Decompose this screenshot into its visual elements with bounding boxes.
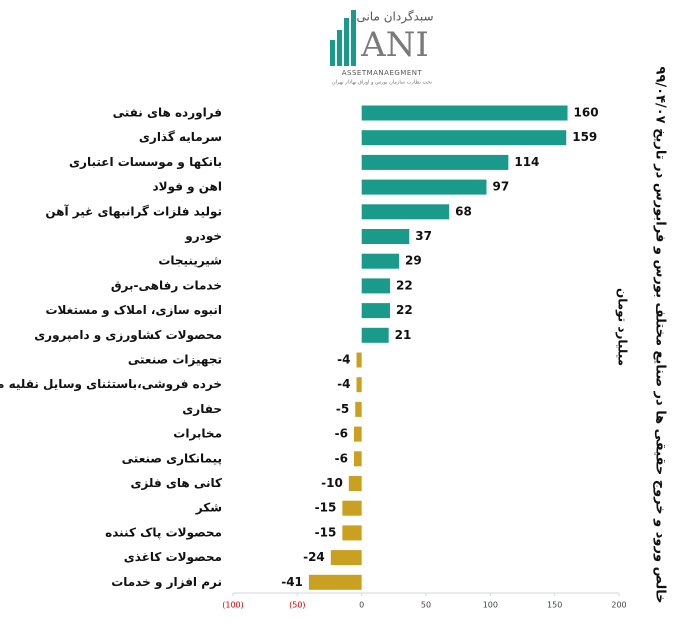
- category-label: سرمایه گذاری: [139, 130, 222, 144]
- y-axis-label: میلیارد تومان: [615, 288, 630, 366]
- category-label: شیرینیجات: [158, 254, 222, 268]
- x-tick-label: 100: [483, 601, 498, 610]
- bar: [361, 130, 567, 146]
- bar: [361, 327, 389, 343]
- category-label: محصولات کاغذی: [124, 550, 222, 565]
- logo-brand: ANI: [360, 25, 429, 65]
- bar: [361, 229, 410, 244]
- category-label: پیمانکاری صنعتی: [122, 451, 222, 465]
- category-label: محصولات کشاورزی و دامپروری: [34, 328, 222, 343]
- bar: [361, 179, 487, 195]
- value-label: 22: [396, 303, 413, 317]
- logo-bar: [351, 10, 356, 66]
- category-label: حفاری: [182, 402, 222, 416]
- value-label: 68: [455, 204, 472, 218]
- value-label: -4: [337, 377, 350, 391]
- bar: [342, 500, 362, 516]
- bar: [361, 105, 568, 121]
- category-label: کانی های فلزی: [130, 476, 222, 490]
- value-label: -24: [303, 550, 325, 564]
- x-tick-label: (100): [222, 601, 244, 610]
- logo: سبدگردان مانی ANI ASSETMANAEGMENT تحت نظ…: [330, 10, 434, 86]
- value-label: -41: [281, 575, 303, 589]
- value-label: 21: [395, 328, 412, 342]
- bar: [361, 154, 509, 170]
- chart-title: خالص ورود و خروج حقیقی ها در صنایع مختلف…: [653, 67, 668, 604]
- value-label: 37: [415, 229, 432, 243]
- category-label: خرده فروشی،باستثنای وسایل نقلیه موتوری: [0, 377, 222, 392]
- category-label: مخابرات: [173, 427, 222, 441]
- category-label: بانکها و موسسات اعتباری: [69, 155, 222, 170]
- logo-tagline: ASSETMANAEGMENT: [342, 69, 423, 77]
- category-label: نرم افزار و خدمات: [111, 575, 222, 590]
- value-label: 159: [572, 130, 597, 144]
- category-label: فراورده های نفتی: [113, 106, 222, 121]
- category-label: انبوه سازی، املاک و مستغلات: [46, 303, 223, 318]
- category-label: خودرو: [184, 229, 222, 244]
- logo-brand-fa: سبدگردان مانی: [356, 10, 433, 25]
- bar: [308, 574, 362, 590]
- x-tick-label: 0: [359, 601, 364, 610]
- bar: [356, 352, 362, 368]
- bar: [361, 204, 450, 220]
- category-label: خدمات رفاهی-برق: [111, 278, 222, 292]
- value-label: 22: [396, 278, 413, 292]
- category-label: تولید فلزات گرانبهای غیر آهن: [45, 203, 222, 219]
- bar: [356, 377, 362, 393]
- x-tick-label: 50: [421, 601, 431, 610]
- bar: [348, 476, 362, 491]
- logo-note: تحت نظارت سازمان بورس و اوراق بهادار تهر…: [332, 80, 433, 86]
- value-label: 114: [514, 155, 539, 169]
- x-tick-label: 150: [547, 601, 562, 610]
- logo-bar: [337, 30, 342, 66]
- bar: [361, 253, 399, 269]
- value-label: -6: [335, 427, 348, 441]
- value-label: 160: [574, 106, 599, 120]
- bar: [361, 303, 390, 319]
- category-label: شکر: [195, 501, 222, 515]
- value-label: -4: [337, 353, 350, 367]
- logo-bar: [344, 18, 349, 66]
- category-label: محصولات پاک کننده: [105, 525, 222, 540]
- value-label: -6: [335, 451, 348, 465]
- value-label: -15: [315, 501, 337, 515]
- value-label: -10: [321, 476, 343, 490]
- x-tick-label: 200: [611, 601, 626, 610]
- bar: [355, 401, 362, 417]
- value-label: -15: [315, 525, 337, 539]
- value-label: -5: [336, 402, 349, 416]
- category-label: اهن و فولاد: [152, 180, 222, 195]
- bar: [353, 426, 362, 442]
- category-label: تجهیزات صنعتی: [128, 353, 222, 367]
- value-label: 29: [405, 254, 422, 268]
- bar: [342, 525, 362, 541]
- x-tick-label: (50): [289, 601, 305, 610]
- bar: [330, 550, 362, 566]
- logo-bar: [330, 40, 335, 66]
- bar: [361, 278, 390, 294]
- value-label: 97: [492, 180, 509, 194]
- bar: [353, 451, 362, 467]
